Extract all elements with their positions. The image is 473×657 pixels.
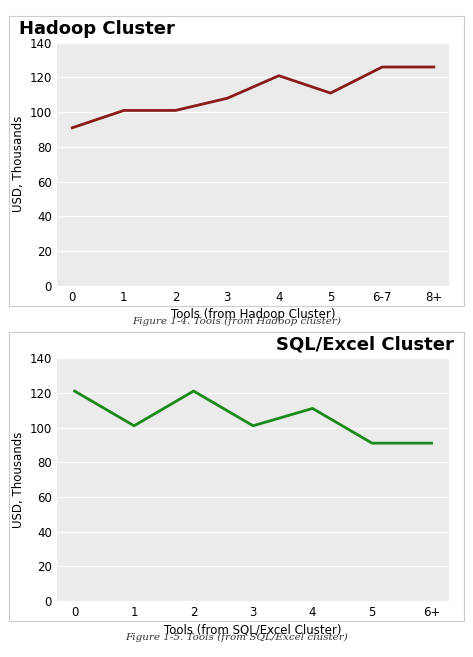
Y-axis label: USD, Thousands: USD, Thousands — [12, 432, 26, 528]
Text: Figure 1-5. Tools (from SQL/Excel cluster): Figure 1-5. Tools (from SQL/Excel cluste… — [125, 633, 348, 642]
X-axis label: Tools (from SQL/Excel Cluster): Tools (from SQL/Excel Cluster) — [164, 623, 342, 636]
Text: SQL/Excel Cluster: SQL/Excel Cluster — [276, 335, 454, 353]
X-axis label: Tools (from Hadoop Cluster): Tools (from Hadoop Cluster) — [171, 308, 335, 321]
Text: Figure 1-4. Tools (from Hadoop cluster): Figure 1-4. Tools (from Hadoop cluster) — [132, 317, 341, 327]
Text: Hadoop Cluster: Hadoop Cluster — [19, 20, 175, 37]
Y-axis label: USD, Thousands: USD, Thousands — [12, 116, 26, 212]
